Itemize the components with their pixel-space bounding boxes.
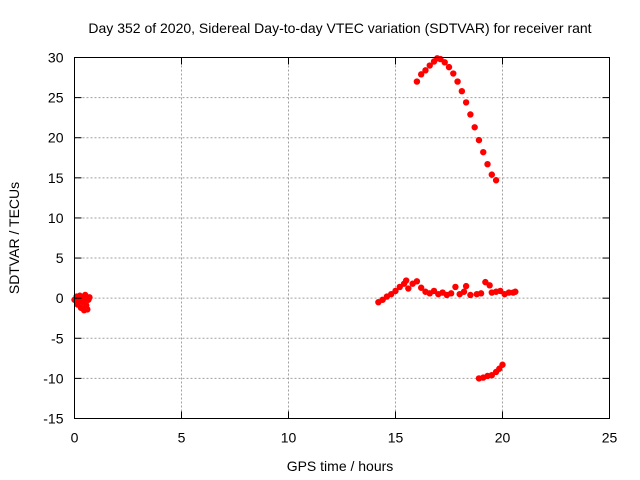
data-point	[471, 124, 478, 131]
plot-border	[74, 57, 610, 419]
data-point	[75, 298, 82, 305]
data-point	[426, 62, 433, 69]
data-point	[477, 290, 485, 297]
data-point	[413, 78, 421, 85]
data-point	[458, 87, 466, 95]
data-point	[441, 59, 448, 66]
data-point	[460, 288, 468, 295]
y-tick-label: -10	[43, 370, 63, 386]
data-point	[467, 291, 474, 299]
y-tick-label: -5	[51, 330, 64, 346]
y-tick-label: 20	[48, 130, 64, 146]
data-point	[462, 99, 470, 106]
y-tick-label: 10	[48, 210, 64, 226]
data-point	[492, 177, 500, 184]
data-point	[452, 283, 459, 291]
data-point	[467, 111, 474, 118]
data-point	[480, 148, 487, 156]
data-point	[499, 361, 506, 368]
y-tick-label: 15	[48, 170, 64, 186]
x-tick-label: 0	[71, 430, 79, 446]
x-tick-label: 10	[281, 430, 297, 446]
data-point	[417, 71, 425, 78]
gridlines	[74, 57, 610, 419]
data-point	[454, 78, 461, 85]
data-point	[413, 278, 421, 285]
data-point	[445, 63, 453, 71]
chart-title: Day 352 of 2020, Sidereal Day-to-day VTE…	[88, 20, 591, 36]
x-tick-label: 5	[178, 430, 186, 446]
x-tick-label: 15	[388, 430, 404, 446]
data-point	[417, 284, 425, 291]
data-point	[405, 285, 412, 292]
data-point	[462, 282, 470, 290]
data-point	[403, 277, 410, 284]
y-tick-label: 0	[56, 290, 64, 306]
data-point	[486, 282, 493, 289]
y-tick-label: 30	[48, 50, 64, 66]
data-point	[488, 171, 495, 178]
data-point	[450, 70, 457, 77]
y-axis-label: SDTVAR / TECUs	[6, 182, 22, 294]
x-axis-label: GPS time / hours	[287, 458, 394, 474]
data-point	[512, 288, 519, 295]
data-point	[447, 290, 455, 297]
data-point	[422, 67, 429, 74]
x-tick-label: 20	[495, 430, 511, 446]
y-tick-label: 25	[48, 90, 64, 106]
data-point	[484, 160, 491, 168]
data-point	[392, 287, 399, 295]
data-point	[84, 306, 91, 313]
y-tick-label: -15	[43, 411, 63, 427]
data-point	[82, 295, 89, 303]
axis-ticks: 0 5 10 15 20 25 -15 -10 -5 0 5 10 15 20 25 30	[43, 50, 617, 446]
y-tick-label: 5	[56, 250, 64, 266]
x-tick-label: 25	[602, 430, 618, 446]
data-point	[475, 136, 483, 144]
